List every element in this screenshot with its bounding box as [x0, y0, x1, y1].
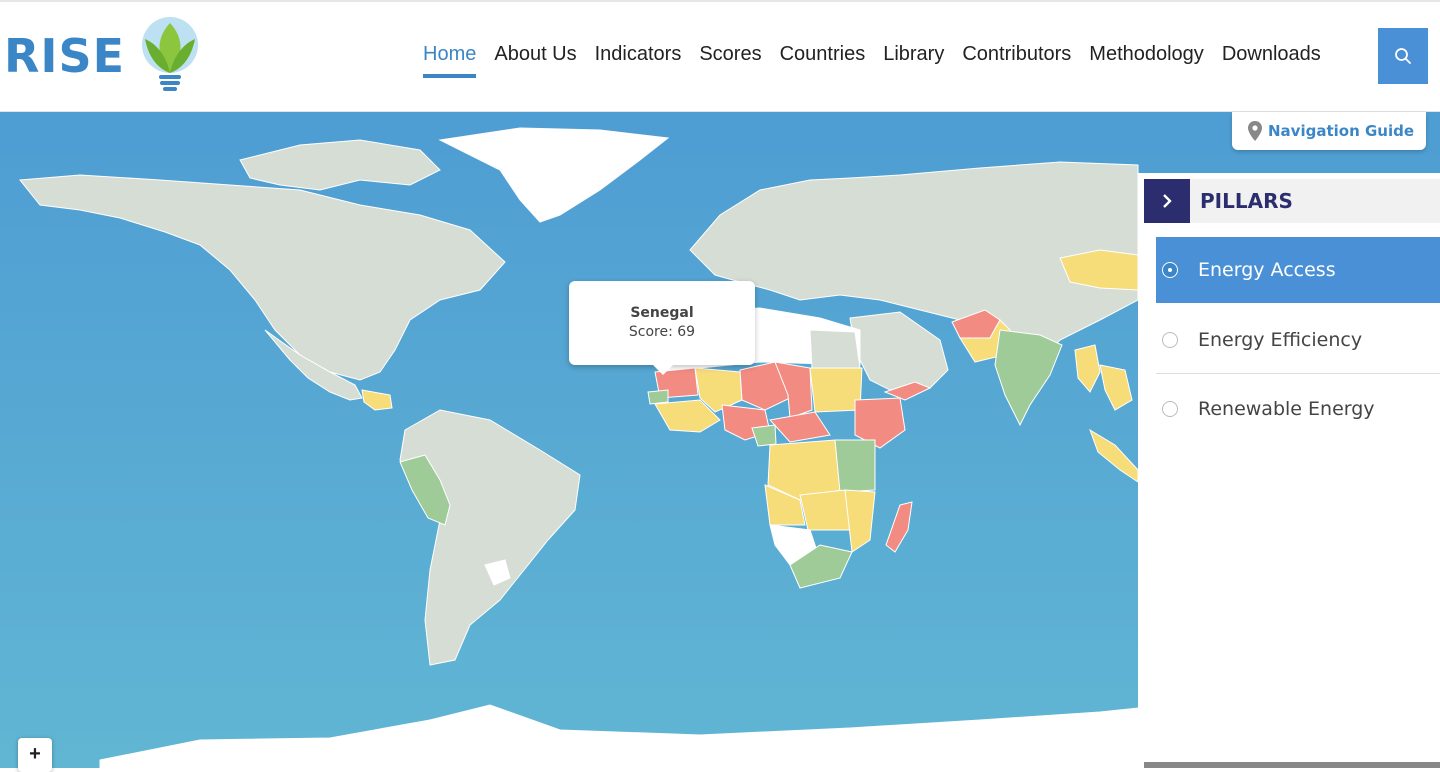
country-india[interactable] — [994, 329, 1063, 427]
country-ethiopia[interactable] — [854, 397, 906, 449]
nav-library[interactable]: Library — [883, 42, 945, 65]
panel-toggle-button[interactable] — [1144, 179, 1190, 223]
nav-home[interactable]: Home — [423, 29, 477, 80]
lightbulb-leaf-icon — [142, 17, 199, 91]
nav-methodology[interactable]: Methodology — [1089, 42, 1204, 65]
tooltip-score: Score: 69 — [628, 324, 696, 340]
country-egypt[interactable] — [809, 329, 861, 369]
nav-scores[interactable]: Scores — [699, 42, 762, 65]
map-canvas[interactable] — [0, 112, 1440, 768]
region-middle-east[interactable] — [849, 311, 949, 396]
tooltip-country-name: Senegal — [630, 305, 694, 321]
rise-logo[interactable]: RISE — [4, 16, 201, 96]
search-icon — [1395, 48, 1411, 64]
region-south-america[interactable] — [399, 409, 581, 666]
pillar-label: Renewable Energy — [1198, 398, 1375, 420]
country-greenland[interactable] — [438, 127, 670, 223]
pillar-label: Energy Efficiency — [1198, 329, 1363, 351]
country-se-asia[interactable] — [1099, 364, 1133, 411]
country-mexico[interactable] — [264, 329, 363, 401]
navigation-guide-label: Navigation Guide — [1268, 122, 1415, 140]
country-yemen[interactable] — [883, 381, 932, 401]
country-madagascar[interactable] — [885, 501, 913, 553]
nav-indicators[interactable]: Indicators — [594, 42, 682, 65]
pillar-energy-access[interactable]: Energy Access — [1156, 237, 1440, 303]
map-pin-icon — [1248, 121, 1262, 141]
country-central-america-yellow[interactable] — [361, 389, 393, 411]
zoom-in-button[interactable]: + — [18, 738, 52, 772]
country-arctic-islands[interactable] — [239, 139, 441, 191]
navigation-guide-button[interactable]: Navigation Guide — [1232, 112, 1426, 150]
logo-text: RISE — [4, 29, 126, 83]
chevron-right-icon — [1163, 194, 1172, 208]
radio-renewable-energy[interactable] — [1162, 401, 1178, 417]
country-mozambique[interactable] — [844, 489, 876, 553]
region-north-america[interactable] — [19, 174, 506, 381]
pillar-energy-efficiency[interactable]: Energy Efficiency — [1156, 307, 1440, 373]
country-tooltip: Senegal Score: 69 — [569, 281, 755, 375]
radio-energy-access[interactable] — [1162, 262, 1178, 278]
pillar-label: Energy Access — [1198, 259, 1336, 281]
country-indonesia[interactable] — [1089, 428, 1139, 483]
site-header: RISE Home About Us Indicators Scores Cou… — [0, 0, 1440, 112]
pillars-panel: PILLARS Energy Access Energy Efficiency … — [1138, 173, 1440, 768]
main-nav: Home About Us Indicators Scores Countrie… — [414, 28, 1330, 80]
country-west-coast-yellow[interactable] — [654, 399, 721, 433]
country-peru[interactable] — [399, 454, 451, 526]
country-uruguay[interactable] — [484, 559, 511, 586]
radio-energy-efficiency[interactable] — [1162, 332, 1178, 348]
search-button[interactable] — [1378, 28, 1428, 84]
nav-contributors[interactable]: Contributors — [962, 42, 1072, 65]
country-cameroon[interactable] — [751, 424, 777, 447]
region-eurasia[interactable] — [689, 161, 1139, 361]
country-angola[interactable] — [764, 484, 806, 526]
nav-about-us[interactable]: About Us — [494, 42, 577, 65]
country-sudan[interactable] — [809, 367, 863, 413]
pillars-header: PILLARS — [1144, 179, 1440, 223]
pillar-divider — [1156, 373, 1440, 374]
country-zambia[interactable] — [799, 489, 853, 531]
pillars-title: PILLARS — [1200, 189, 1293, 213]
country-south-africa[interactable] — [789, 544, 853, 589]
nav-downloads[interactable]: Downloads — [1221, 42, 1321, 65]
nav-countries[interactable]: Countries — [779, 42, 866, 65]
country-niger[interactable] — [739, 361, 791, 411]
country-car[interactable] — [769, 411, 831, 443]
region-antarctica[interactable] — [99, 704, 1139, 768]
country-kenya[interactable] — [834, 439, 876, 493]
country-senegal[interactable] — [647, 389, 669, 405]
panel-scrollbar[interactable] — [1144, 762, 1440, 768]
pillar-renewable-energy[interactable]: Renewable Energy — [1156, 376, 1440, 442]
country-myanmar[interactable] — [1074, 344, 1101, 393]
